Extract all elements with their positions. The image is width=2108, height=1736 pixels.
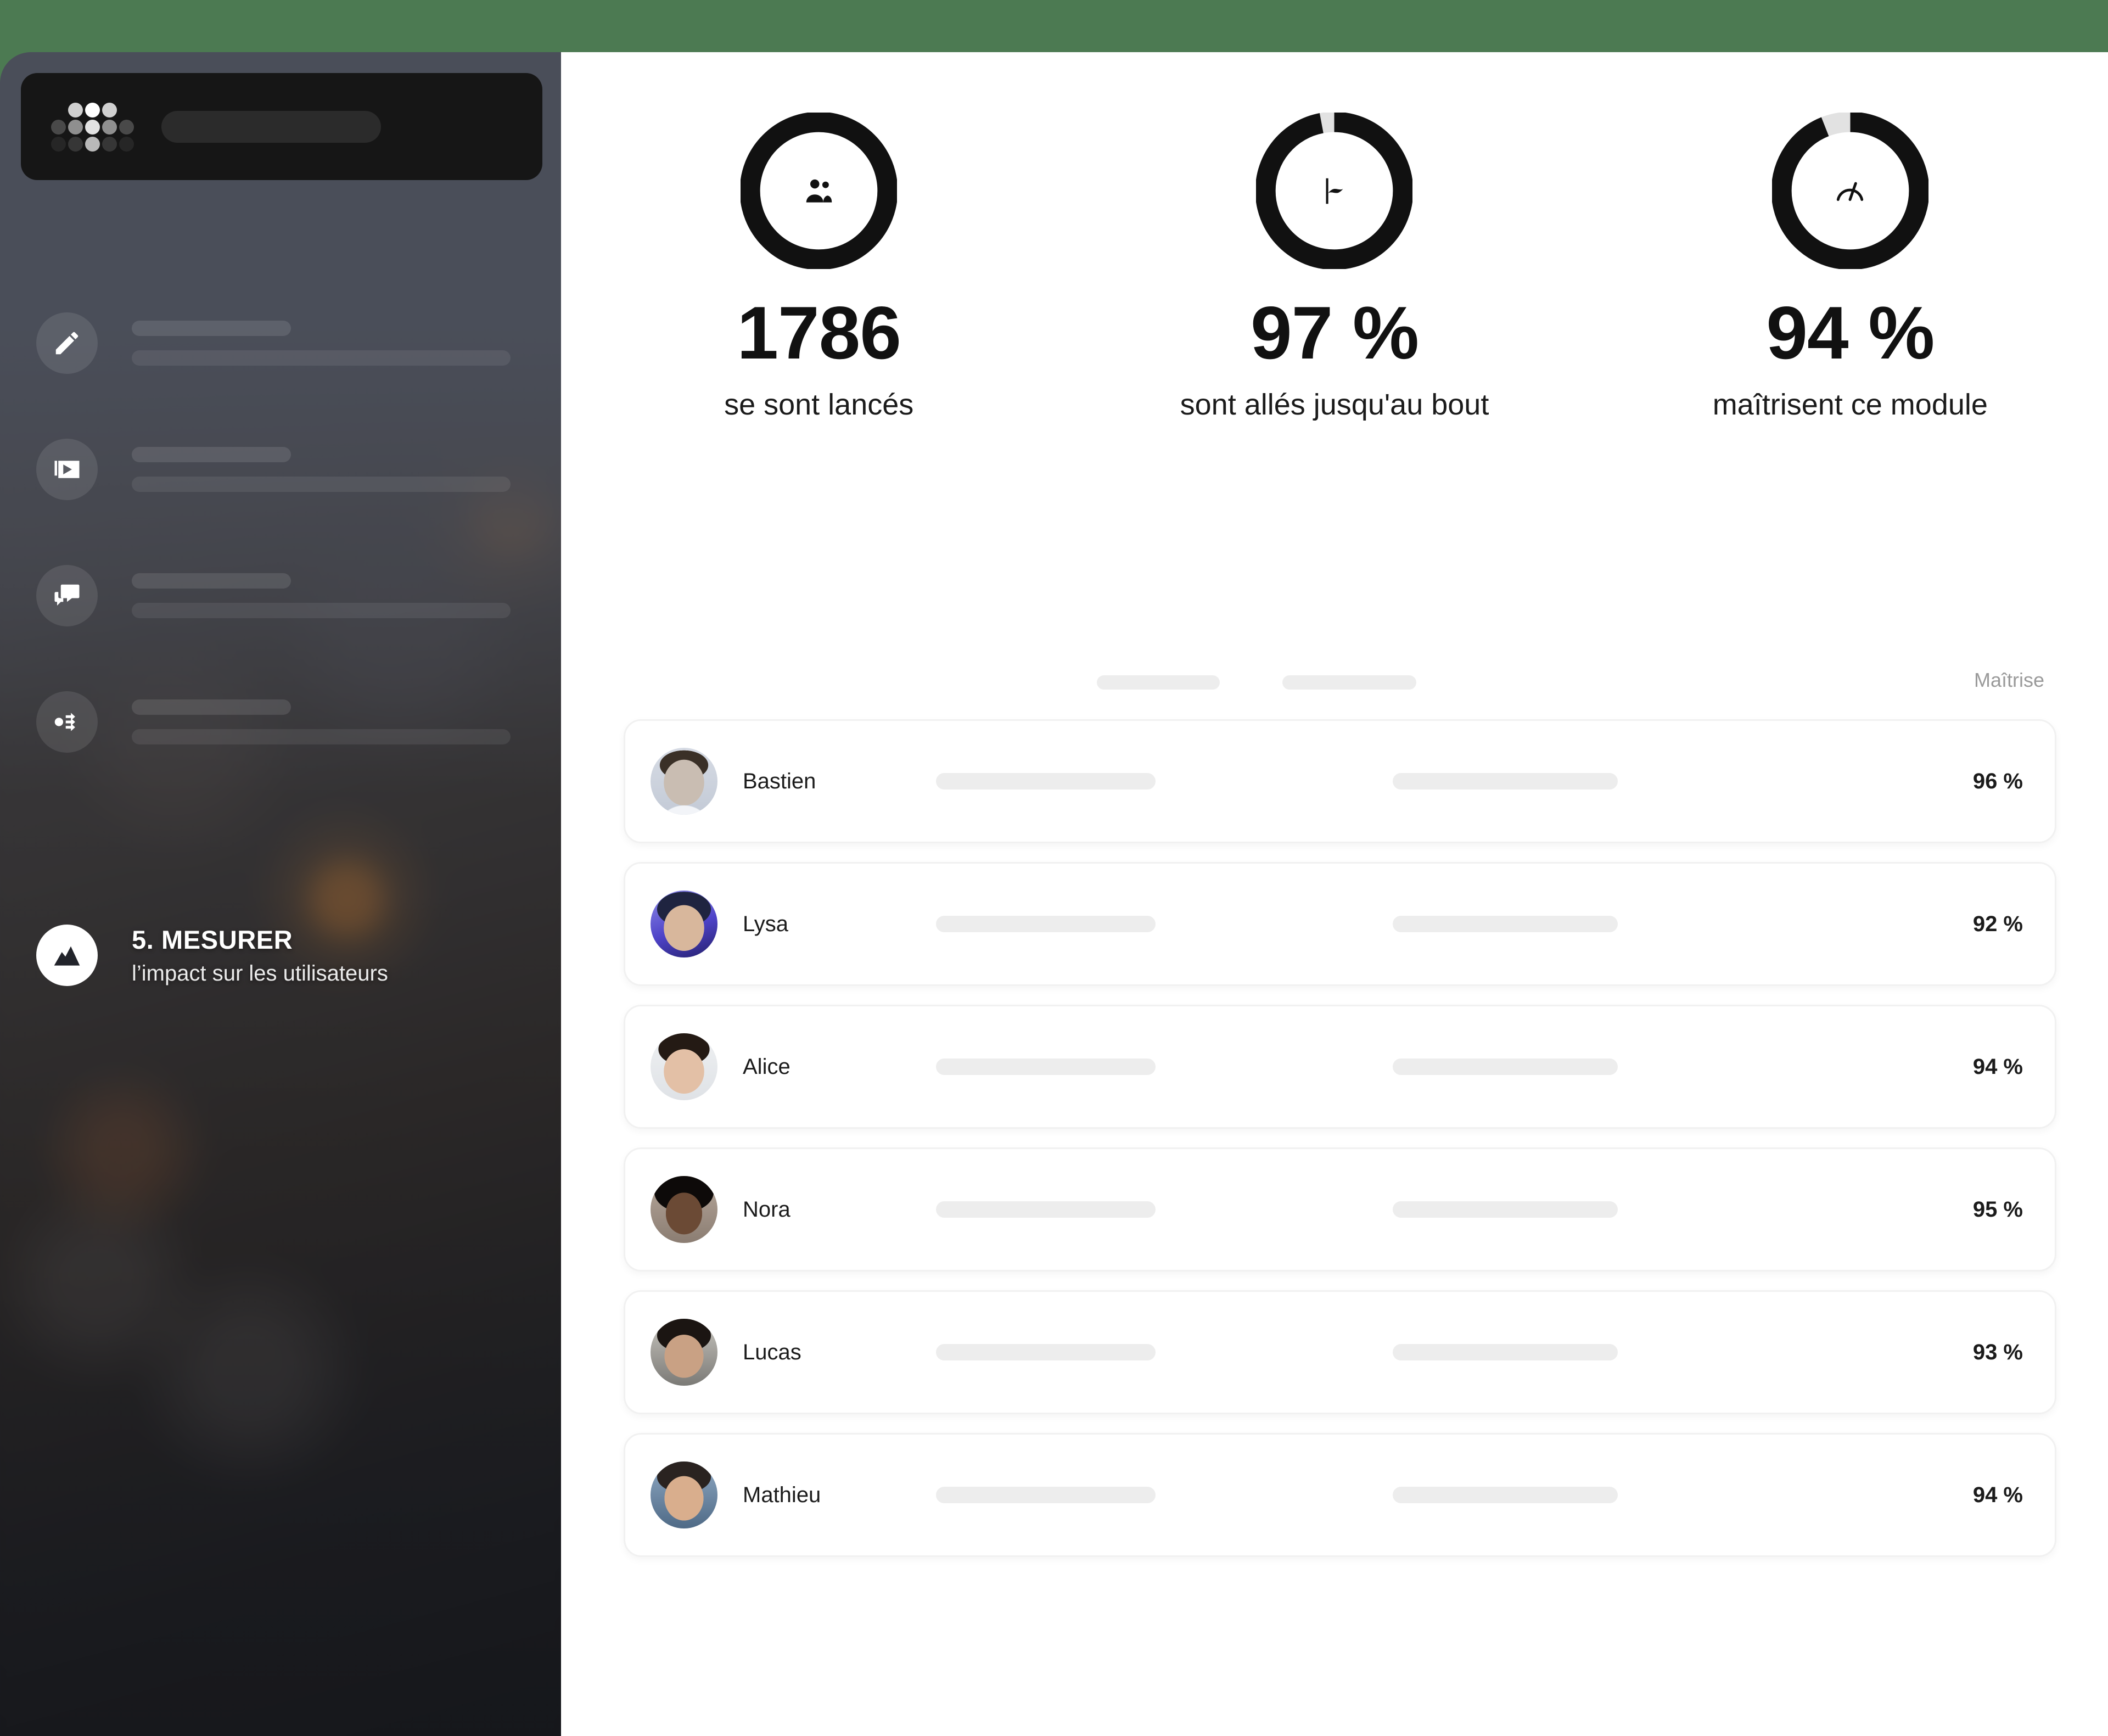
logo-dot — [85, 136, 100, 152]
flag-icon — [1256, 113, 1412, 269]
logo-dot — [68, 102, 83, 117]
row-mastery-value: 96 % — [1972, 769, 2023, 793]
row-placeholder-bar-2 — [1393, 1059, 1618, 1075]
sidebar: 5. MESURER l’impact sur les utilisateurs — [0, 52, 561, 1736]
row-mastery-value: 94 % — [1972, 1482, 2023, 1507]
users-icon — [741, 113, 897, 269]
kpi-label: maîtrisent ce module — [1712, 388, 1988, 421]
avatar — [651, 1033, 717, 1100]
avatar — [651, 1319, 717, 1386]
sidebar-item-mesurer[interactable]: 5. MESURER l’impact sur les utilisateurs — [36, 920, 530, 991]
column-header-mastery: Maîtrise — [1974, 669, 2044, 691]
main-panel: 1786 se sont lancés 97 % sont al — [561, 52, 2108, 1736]
dot-grid-logo-icon — [51, 94, 134, 160]
table-row[interactable]: Nora 95 % — [624, 1147, 2056, 1272]
kpi-ring-launched — [739, 111, 898, 270]
app-window: 5. MESURER l’impact sur les utilisateurs — [0, 52, 2108, 1736]
sidebar-active-title: 5. MESURER — [132, 925, 293, 954]
kpi-completed: 97 % sont allés jusqu'au bout — [1077, 111, 1592, 422]
logo-dot — [51, 119, 66, 135]
logo-dot — [102, 119, 117, 135]
sidebar-active-subtitle: l’impact sur les utilisateurs — [132, 961, 388, 985]
kpi-row: 1786 se sont lancés 97 % sont al — [561, 111, 2108, 422]
kpi-value: 94 % — [1766, 291, 1935, 374]
sidebar-item-placeholder-lines — [132, 447, 511, 492]
sidebar-item-placeholder-lines — [132, 573, 511, 618]
kpi-mastery: 94 % maîtrisent ce module — [1593, 111, 2108, 422]
table-row[interactable]: Bastien 96 % — [624, 719, 2056, 843]
avatar — [651, 891, 717, 957]
row-name: Lysa — [743, 911, 789, 936]
row-name: Mathieu — [743, 1482, 821, 1507]
table-row[interactable]: Alice 94 % — [624, 1005, 2056, 1129]
row-name: Bastien — [743, 769, 816, 793]
search-input[interactable] — [161, 110, 381, 143]
kpi-ring-completed — [1255, 111, 1414, 270]
logo-dot — [85, 119, 100, 135]
row-mastery-value: 92 % — [1972, 911, 2023, 936]
gauge-icon — [1772, 113, 1928, 269]
row-placeholder-bar-2 — [1393, 1344, 1618, 1360]
sidebar-item-create[interactable] — [36, 310, 530, 376]
kpi-launched: 1786 se sont lancés — [561, 111, 1077, 422]
logo-dot — [85, 102, 100, 117]
sidebar-item-messages[interactable] — [36, 563, 530, 629]
row-placeholder-bar-1 — [936, 773, 1156, 789]
sidebar-item-placeholder-lines — [132, 321, 511, 366]
share-nodes-icon — [36, 691, 98, 753]
logo-dot — [51, 136, 66, 152]
avatar — [651, 748, 717, 815]
row-placeholder-bar-1 — [936, 916, 1156, 932]
kpi-label: se sont lancés — [724, 388, 914, 421]
row-placeholder-bar-2 — [1393, 1487, 1618, 1503]
video-play-icon — [36, 439, 98, 500]
logo-dot — [119, 119, 134, 135]
sidebar-item-distribute[interactable] — [36, 689, 530, 755]
logo-dot — [102, 102, 117, 117]
kpi-ring-mastery — [1771, 111, 1930, 270]
row-mastery-value: 94 % — [1972, 1054, 2023, 1079]
table-row[interactable]: Lysa 92 % — [624, 862, 2056, 986]
chart-growth-icon — [36, 925, 98, 986]
avatar — [651, 1461, 717, 1528]
column-header-placeholder-2 — [1282, 675, 1416, 690]
logo-dot — [119, 136, 134, 152]
row-placeholder-bar-1 — [936, 1344, 1156, 1360]
table-row[interactable]: Lucas 93 % — [624, 1290, 2056, 1414]
logo-dot — [68, 119, 83, 135]
row-mastery-value: 93 % — [1972, 1340, 2023, 1364]
row-placeholder-bar-1 — [936, 1059, 1156, 1075]
row-placeholder-bar-2 — [1393, 773, 1618, 789]
logo-dot — [102, 136, 117, 152]
logo-dot — [68, 136, 83, 152]
pencil-icon — [36, 312, 98, 374]
table-header: Maîtrise — [624, 664, 2056, 703]
kpi-value: 97 % — [1251, 291, 1419, 374]
row-name: Nora — [743, 1197, 790, 1222]
sidebar-item-placeholder-lines — [132, 699, 511, 744]
kpi-value: 1786 — [737, 291, 901, 374]
row-name: Alice — [743, 1054, 790, 1079]
row-placeholder-bar-1 — [936, 1201, 1156, 1218]
row-name: Lucas — [743, 1340, 801, 1364]
avatar — [651, 1176, 717, 1243]
row-mastery-value: 95 % — [1972, 1197, 2023, 1222]
row-placeholder-bar-2 — [1393, 1201, 1618, 1218]
sidebar-background-photo — [0, 304, 561, 1736]
kpi-label: sont allés jusqu'au bout — [1180, 388, 1489, 421]
chat-bubbles-icon — [36, 565, 98, 626]
column-header-placeholder-1 — [1097, 675, 1220, 690]
row-placeholder-bar-2 — [1393, 916, 1618, 932]
table-row[interactable]: Mathieu 94 % — [624, 1433, 2056, 1557]
sidebar-item-videos[interactable] — [36, 436, 530, 502]
row-placeholder-bar-1 — [936, 1487, 1156, 1503]
brand-card[interactable] — [21, 73, 542, 180]
